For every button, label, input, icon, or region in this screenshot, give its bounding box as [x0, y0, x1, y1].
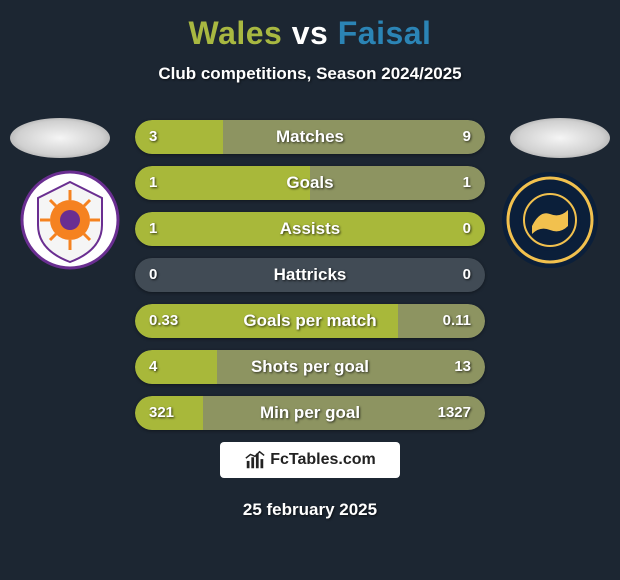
stats-list: Matches39Goals11Assists10Hattricks00Goal…	[135, 120, 485, 430]
club-badge-left-icon	[20, 170, 120, 270]
stat-value-right: 9	[463, 120, 471, 154]
stat-value-right: 0.11	[443, 304, 471, 338]
stat-row: Matches3 9	[135, 120, 485, 154]
chart-icon	[244, 449, 266, 471]
stat-label: Min per goal	[135, 396, 485, 430]
stat-value-right: 0	[463, 212, 471, 246]
stat-label: Matches	[135, 120, 485, 154]
stat-row: Shots per goal4 13	[135, 350, 485, 384]
stat-label: Shots per goal	[135, 350, 485, 384]
branding-badge[interactable]: FcTables.com	[220, 442, 400, 478]
stat-value-right: 13	[454, 350, 471, 384]
comparison-card: Wales vs Faisal Club competitions, Seaso…	[0, 0, 620, 580]
branding-text: FcTables.com	[270, 451, 376, 469]
stat-value-left: 321	[149, 396, 174, 430]
stat-value-left: 1	[149, 166, 157, 200]
club-badge-left	[20, 170, 120, 270]
stat-row: Min per goal321 1327	[135, 396, 485, 430]
stat-value-left: 0.33	[149, 304, 178, 338]
stat-label: Goals per match	[135, 304, 485, 338]
stat-label: Goals	[135, 166, 485, 200]
stat-value-left: 1	[149, 212, 157, 246]
stat-row: Goals per match0.33 0.11	[135, 304, 485, 338]
stat-row: Goals1 1	[135, 166, 485, 200]
stat-label: Assists	[135, 212, 485, 246]
player-avatar-left	[10, 118, 110, 158]
stat-row: Assists1 0	[135, 212, 485, 246]
club-badge-right-icon	[500, 170, 600, 270]
date-text: 25 february 2025	[0, 500, 620, 520]
page-title: Wales vs Faisal	[0, 15, 620, 52]
stat-value-right: 1327	[438, 396, 471, 430]
stat-value-right: 0	[463, 258, 471, 292]
stat-row: Hattricks0 0	[135, 258, 485, 292]
stat-value-left: 4	[149, 350, 157, 384]
title-vs: vs	[292, 15, 329, 51]
stat-value-right: 1	[463, 166, 471, 200]
club-badge-right	[500, 170, 600, 270]
stat-value-left: 3	[149, 120, 157, 154]
title-player-right: Faisal	[338, 15, 432, 51]
subtitle: Club competitions, Season 2024/2025	[0, 64, 620, 84]
stat-label: Hattricks	[135, 258, 485, 292]
player-avatar-right	[510, 118, 610, 158]
title-player-left: Wales	[189, 15, 283, 51]
stat-value-left: 0	[149, 258, 157, 292]
